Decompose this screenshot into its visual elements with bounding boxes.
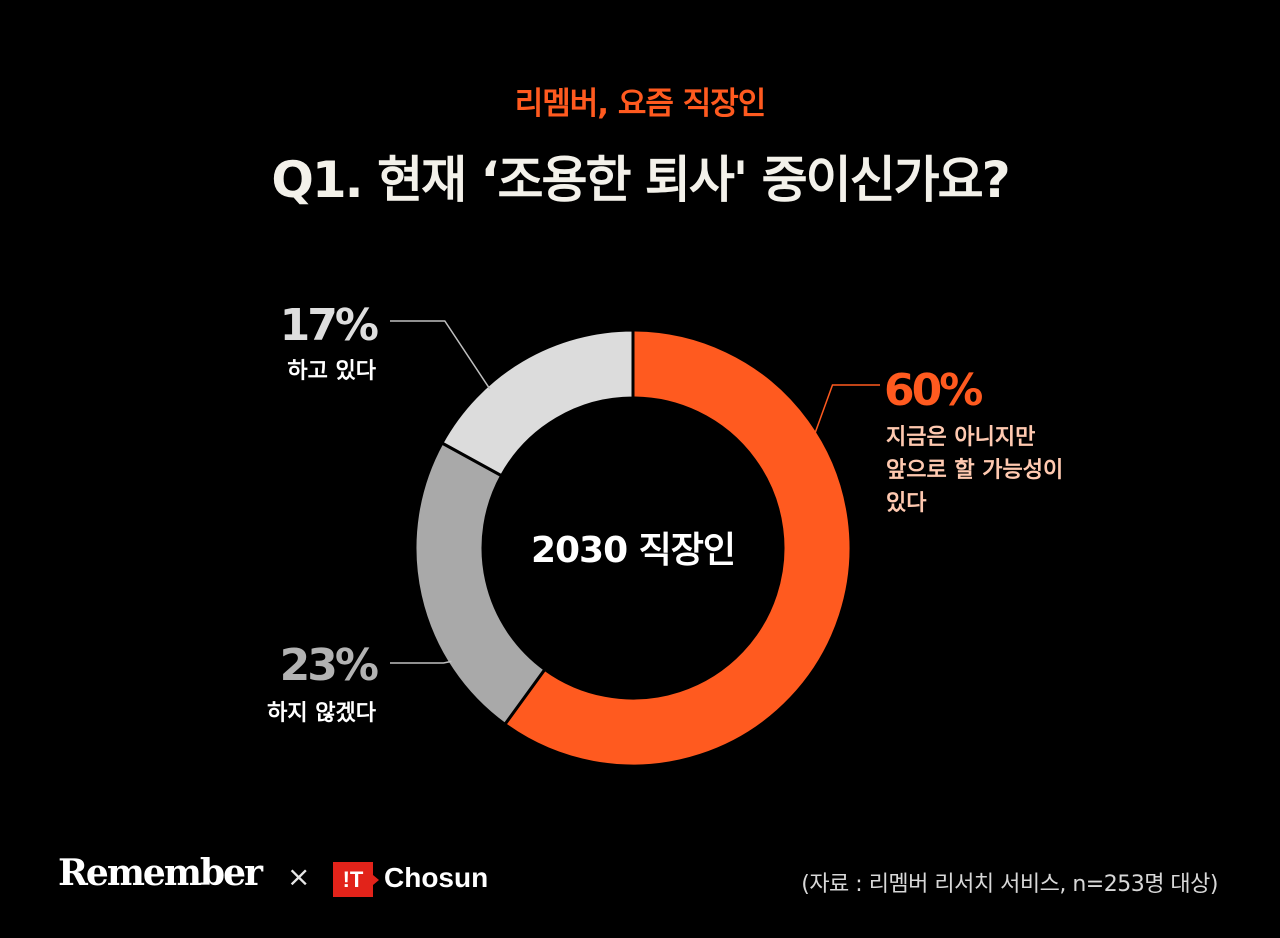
percent-label: 60% [884, 365, 982, 416]
chart-subtitle: 리멤버, 요즘 직장인 [514, 86, 767, 122]
slice-description: 있다 [886, 491, 927, 516]
donut-slice-23 [413, 440, 547, 727]
chosun-logo-text: Chosun [384, 862, 489, 893]
percent-label: 17% [280, 300, 378, 351]
source-note: (자료 : 리멤버 리서치 서비스, n=253명 대상) [801, 872, 1218, 897]
center-label: 2030 직장인 [531, 530, 735, 571]
it-chosun-arrow-icon [373, 875, 379, 885]
leader-line [813, 384, 880, 435]
percent-label: 23% [280, 640, 378, 691]
leader-line [390, 320, 491, 390]
leader-line [390, 660, 452, 664]
donut-slice-17 [439, 328, 635, 478]
donut-slice-60 [502, 328, 853, 768]
it-chosun-logo-badge: !T [333, 862, 373, 897]
slice-description: 하고 있다 [287, 359, 376, 384]
chart-title: Q1. 현재 ‘조용한 퇴사' 중이신가요? [271, 151, 1010, 209]
slice-description: 하지 않겠다 [267, 701, 377, 726]
slice-description: 지금은 아니지만 [886, 425, 1035, 450]
slice-description: 앞으로 할 가능성이 [886, 458, 1063, 483]
cross-icon: × [287, 860, 311, 893]
remember-logo: Remember [58, 852, 263, 894]
